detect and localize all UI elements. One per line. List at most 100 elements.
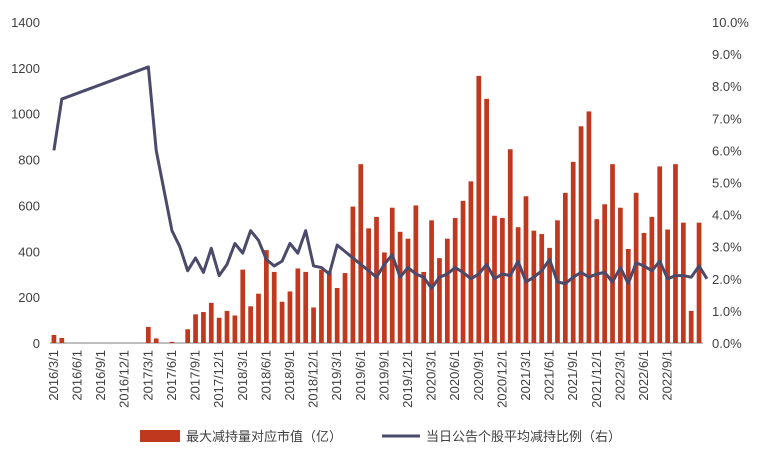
bar [264, 250, 269, 343]
bar [547, 247, 552, 343]
bar [673, 164, 678, 343]
bar [688, 310, 694, 343]
bar [610, 164, 615, 343]
bar [500, 218, 505, 343]
x-tick-label: 2016/3/1 [46, 350, 61, 401]
bar [570, 161, 576, 343]
y-right-tick-label: 4.0% [712, 208, 742, 223]
x-tick-label: 2021/6/1 [542, 350, 557, 401]
x-tick-label: 2017/6/1 [164, 350, 179, 401]
y-right-tick-label: 0.0% [712, 336, 742, 351]
bar [625, 248, 631, 343]
x-tick-label: 2018/12/1 [306, 350, 321, 408]
y-right-tick-label: 3.0% [712, 240, 742, 255]
x-tick-label: 2019/12/1 [400, 350, 415, 408]
x-tick-label: 2020/6/1 [447, 350, 462, 401]
bar [319, 269, 324, 343]
bar [232, 315, 238, 343]
bar [240, 269, 246, 343]
bar [578, 126, 584, 343]
bar [216, 317, 222, 343]
x-tick-label: 2022/9/1 [660, 350, 675, 401]
x-tick-label: 2017/3/1 [140, 350, 155, 401]
x-tick-label: 2019/3/1 [329, 350, 344, 401]
x-tick-label: 2016/12/1 [117, 350, 132, 408]
bar [452, 218, 458, 343]
bar [562, 192, 568, 343]
line-series [52, 65, 709, 290]
bar [484, 98, 489, 343]
bar [405, 238, 411, 343]
bar [366, 228, 371, 343]
bar [59, 337, 65, 343]
bar [201, 312, 206, 343]
x-tick-label: 2021/3/1 [518, 350, 533, 401]
x-tick-label: 2016/9/1 [93, 350, 108, 401]
y-left-tick-label: 200 [18, 290, 40, 305]
bar [649, 216, 655, 343]
x-tick-label: 2020/12/1 [494, 350, 509, 408]
y-left-tick-label: 1200 [11, 61, 40, 76]
bar [594, 219, 600, 343]
legend-bar-label: 最大减持量对应市值（亿） [186, 429, 342, 445]
y-left-tick-label: 0 [33, 336, 40, 351]
bar [633, 192, 639, 343]
bar [696, 222, 702, 344]
bar [248, 306, 253, 343]
x-tick-label: 2016/6/1 [70, 350, 85, 401]
bar [295, 268, 301, 343]
y-right-tick-label: 8.0% [712, 79, 742, 94]
bar [531, 230, 537, 343]
bar [153, 338, 159, 343]
bar [389, 207, 395, 343]
x-tick-label: 2017/9/1 [188, 350, 203, 401]
bar [468, 181, 474, 343]
bar [382, 252, 387, 343]
y-right-tick-label: 7.0% [712, 111, 742, 126]
bar [476, 75, 482, 343]
bar [397, 231, 403, 343]
bar [515, 227, 521, 343]
x-tick-label: 2021/9/1 [565, 350, 580, 401]
bar [145, 326, 151, 343]
series-line [52, 65, 709, 290]
x-tick-label: 2022/3/1 [612, 350, 627, 401]
x-tick-label: 2017/12/1 [211, 350, 226, 408]
legend-bar-swatch [140, 430, 180, 442]
legend-line-label: 当日公告个股平均减持比例（右） [426, 430, 621, 445]
y-left-tick-label: 1400 [11, 15, 40, 30]
y-right-tick-label: 1.0% [712, 304, 742, 319]
bar [680, 222, 686, 344]
bar [374, 216, 379, 343]
y-right-tick-label: 10.0% [712, 15, 749, 30]
bar [256, 293, 261, 343]
bar [326, 270, 332, 343]
x-tick-label: 2020/9/1 [471, 350, 486, 401]
bar [539, 234, 545, 343]
x-tick-label: 2019/9/1 [376, 350, 391, 401]
bar [618, 207, 623, 343]
y-left-tick-label: 400 [18, 244, 40, 259]
bar [358, 164, 364, 343]
x-tick-label: 2020/3/1 [424, 350, 439, 401]
legend: 最大减持量对应市值（亿） 当日公告个股平均减持比例（右） [140, 429, 621, 445]
bar [51, 334, 57, 343]
tick-labels: 0 200 400 600 800 1000 1200 1400 0.0% 1.0% 2.0% 3.0… [11, 15, 749, 408]
bar [271, 271, 277, 343]
bar [350, 206, 356, 343]
bar-series [51, 75, 702, 344]
x-tick-label: 2022/6/1 [636, 350, 651, 401]
y-left-tick-label: 1000 [11, 107, 40, 122]
y-right-tick-label: 6.0% [712, 143, 742, 158]
bar [224, 310, 230, 343]
y-right-tick-label: 9.0% [712, 47, 742, 62]
bar [303, 271, 309, 343]
bar [507, 149, 513, 343]
x-tick-label: 2018/9/1 [282, 350, 297, 401]
bar [444, 238, 450, 343]
bar [657, 166, 663, 343]
bar [429, 220, 434, 343]
y-left-tick-label: 600 [18, 198, 40, 213]
